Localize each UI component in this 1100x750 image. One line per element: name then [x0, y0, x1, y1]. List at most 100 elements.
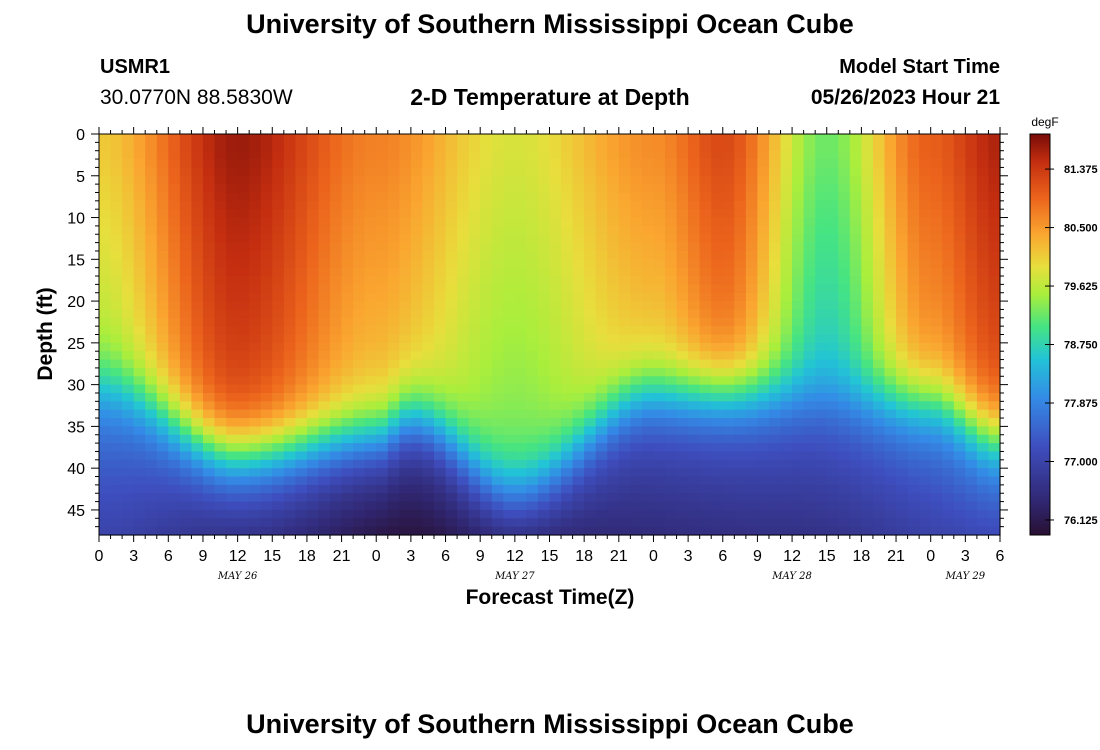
heatmap-cell — [202, 301, 216, 311]
heatmap-cell — [942, 192, 955, 202]
heatmap-cell — [768, 367, 782, 377]
heatmap-cell — [838, 526, 851, 536]
heatmap-cell — [433, 267, 447, 277]
heatmap-cell — [226, 351, 239, 361]
heatmap-cell — [884, 418, 897, 427]
heatmap-cell — [480, 150, 493, 160]
heatmap-cell — [884, 292, 897, 302]
heatmap-cell — [584, 392, 597, 402]
heatmap-cell — [653, 376, 666, 386]
heatmap-cell — [156, 317, 169, 327]
heatmap-cell — [676, 426, 689, 436]
heatmap-cell — [872, 301, 886, 311]
heatmap-cell — [815, 184, 828, 194]
heatmap-cell — [133, 376, 146, 386]
heatmap-cell — [191, 334, 204, 344]
heatmap-cell — [249, 367, 262, 377]
heatmap-cell — [156, 267, 169, 277]
heatmap-cell — [965, 384, 978, 394]
heatmap-cell — [653, 409, 666, 419]
heatmap-cell — [953, 384, 966, 394]
heatmap-cell — [676, 301, 689, 311]
heatmap-cell — [179, 409, 193, 419]
heatmap-cell — [745, 284, 759, 294]
heatmap-cell — [641, 284, 655, 294]
heatmap-cell — [399, 134, 412, 143]
heatmap-cell — [688, 451, 701, 461]
heatmap-cell — [410, 409, 424, 419]
heatmap-cell — [711, 409, 724, 419]
heatmap-cell — [376, 142, 389, 152]
heatmap-cell — [433, 167, 447, 177]
heatmap-cell — [514, 242, 527, 252]
heatmap-cell — [387, 276, 400, 285]
heatmap-cell — [295, 493, 308, 503]
heatmap-cell — [330, 376, 343, 386]
heatmap-cell — [237, 359, 250, 369]
heatmap-cell — [202, 209, 216, 219]
heatmap-cell — [191, 225, 204, 235]
heatmap-cell — [283, 242, 296, 252]
heatmap-cell — [641, 259, 655, 269]
heatmap-cell — [133, 409, 146, 419]
heatmap-cell — [364, 351, 377, 361]
heatmap-cell — [399, 150, 412, 160]
heatmap-cell — [722, 192, 735, 202]
heatmap-cell — [676, 142, 689, 152]
heatmap-cell — [641, 309, 655, 319]
heatmap-cell — [179, 292, 193, 302]
heatmap-cell — [468, 159, 481, 169]
heatmap-cell — [665, 501, 678, 511]
heatmap-cell — [306, 509, 320, 519]
heatmap-cell — [780, 284, 793, 294]
heatmap-cell — [838, 267, 851, 277]
heatmap-cell — [549, 276, 562, 285]
heatmap-cell — [537, 159, 551, 169]
heatmap-cell — [364, 409, 377, 419]
heatmap-cell — [133, 209, 146, 219]
heatmap-cell — [364, 234, 377, 244]
heatmap-cell — [410, 234, 424, 244]
heatmap-cell — [907, 209, 920, 219]
heatmap-cell — [226, 401, 239, 411]
heatmap-cell — [919, 493, 932, 503]
heatmap-cell — [549, 242, 562, 252]
heatmap-cell — [734, 175, 747, 185]
heatmap-cell — [607, 401, 620, 411]
heatmap-cell — [665, 409, 678, 419]
heatmap-cell — [630, 351, 643, 361]
heatmap-cell — [537, 351, 551, 361]
x-tick-label: 0 — [372, 548, 381, 565]
heatmap-cell — [237, 376, 250, 386]
heatmap-cell — [838, 234, 851, 244]
heatmap-cell — [734, 301, 747, 311]
heatmap-cell — [618, 276, 631, 285]
heatmap-cell — [445, 234, 458, 244]
heatmap-cell — [872, 167, 886, 177]
heatmap-cell — [907, 242, 920, 252]
heatmap-cell — [572, 526, 585, 536]
heatmap-cell — [410, 225, 424, 235]
heatmap-cell — [930, 134, 943, 143]
heatmap-cell — [976, 192, 990, 202]
heatmap-cell — [376, 159, 389, 169]
heatmap-cell — [491, 276, 504, 285]
heatmap-cell — [942, 142, 955, 152]
heatmap-cell — [630, 284, 643, 294]
heatmap-cell — [537, 484, 551, 494]
heatmap-cell — [364, 401, 377, 411]
heatmap-cell — [353, 301, 366, 311]
heatmap-cell — [595, 451, 608, 461]
heatmap-cell — [815, 459, 828, 469]
heatmap-cell — [757, 518, 770, 528]
heatmap-cell — [376, 175, 389, 185]
heatmap-cell — [953, 184, 966, 194]
heatmap-cell — [376, 225, 389, 235]
heatmap-cell — [491, 317, 504, 327]
heatmap-cell — [168, 451, 181, 461]
heatmap-cell — [341, 317, 354, 327]
heatmap-cell — [226, 192, 239, 202]
heatmap-cell — [896, 309, 909, 319]
heatmap-cell — [815, 526, 828, 536]
heatmap-cell — [584, 167, 597, 177]
